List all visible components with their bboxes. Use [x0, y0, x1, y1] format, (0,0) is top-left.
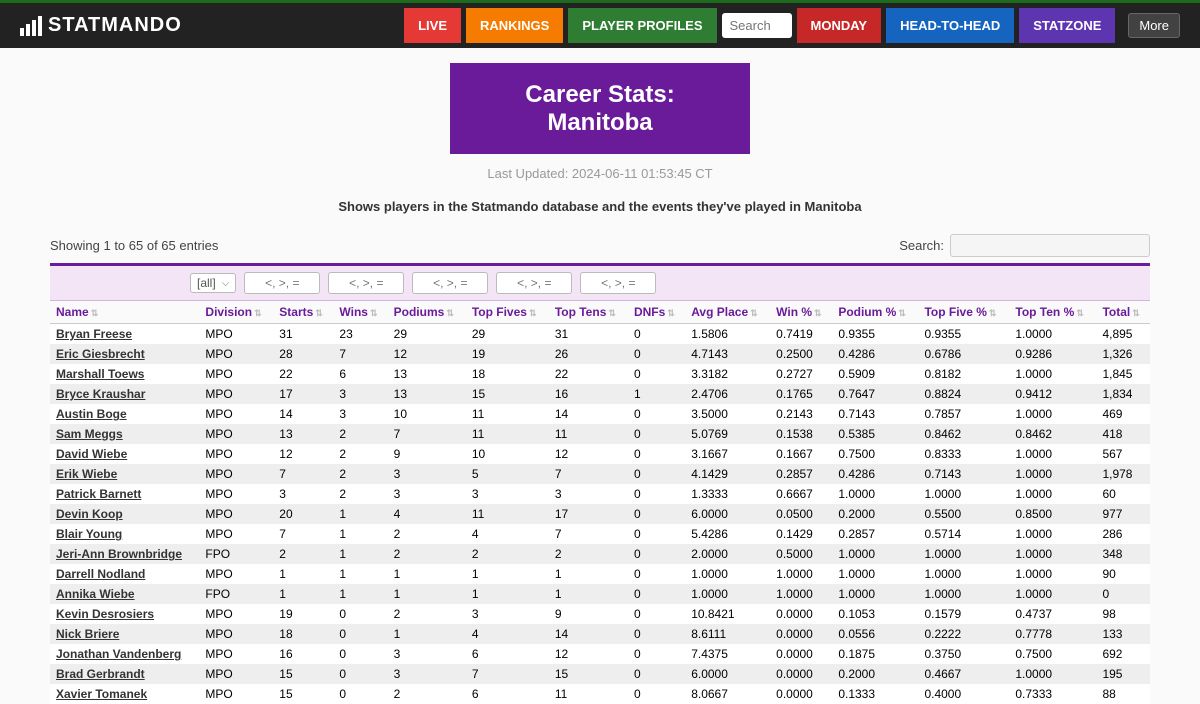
column-header[interactable]: Podiums⇅ — [388, 301, 466, 324]
column-header[interactable]: Win %⇅ — [770, 301, 832, 324]
table-container: [all] Name⇅Division⇅Starts⇅Wins⇅Podiums⇅… — [50, 263, 1150, 704]
search-label: Search: — [899, 238, 944, 253]
column-header[interactable]: Starts⇅ — [273, 301, 333, 324]
table-row: Bryan FreeseMPO312329293101.58060.74190.… — [50, 324, 1150, 345]
player-link: Jeri-Ann Brownbridge — [56, 547, 182, 561]
table-row: Darrell NodlandMPO1111101.00001.00001.00… — [50, 564, 1150, 584]
brand-text: STATMANDO — [48, 14, 182, 37]
player-link: Marshall Toews — [56, 367, 144, 381]
filter-topfives[interactable] — [496, 272, 572, 294]
player-link: Brad Gerbrandt — [56, 667, 145, 681]
table-row: Devin KoopMPO2014111706.00000.05000.2000… — [50, 504, 1150, 524]
stats-table: Name⇅Division⇅Starts⇅Wins⇅Podiums⇅Top Fi… — [50, 301, 1150, 704]
player-link: Jonathan Vandenberg — [56, 647, 181, 661]
showing-entries: Showing 1 to 65 of 65 entries — [50, 238, 218, 253]
filter-starts[interactable] — [244, 272, 320, 294]
filter-podiums[interactable] — [412, 272, 488, 294]
page-description: Shows players in the Statmando database … — [0, 199, 1200, 214]
player-link: Bryan Freese — [56, 327, 132, 341]
table-search: Search: — [899, 234, 1150, 257]
filter-toptens[interactable] — [580, 272, 656, 294]
nav-statzone[interactable]: STATZONE — [1019, 8, 1115, 43]
table-row: Jeri-Ann BrownbridgeFPO2122202.00000.500… — [50, 544, 1150, 564]
nav-live[interactable]: LIVE — [404, 8, 461, 43]
logo[interactable]: STATMANDO — [20, 14, 182, 37]
player-link: Xavier Tomanek — [56, 687, 147, 701]
header: STATMANDO LIVE RANKINGS PLAYER PROFILES … — [0, 3, 1200, 48]
nav-player-profiles[interactable]: PLAYER PROFILES — [568, 8, 716, 43]
table-row: Kevin DesrosiersMPO190239010.84210.00000… — [50, 604, 1150, 624]
table-row: Nick BriereMPO180141408.61110.00000.0556… — [50, 624, 1150, 644]
column-header[interactable]: Top Five %⇅ — [918, 301, 1009, 324]
nav-head-to-head[interactable]: HEAD-TO-HEAD — [886, 8, 1014, 43]
table-row: Jonathan VandenbergMPO160361207.43750.00… — [50, 644, 1150, 664]
table-row: Blair YoungMPO7124705.42860.14290.28570.… — [50, 524, 1150, 544]
title-line-1: Career Stats: — [470, 81, 730, 109]
player-link: Nick Briere — [56, 627, 119, 641]
table-row: Annika WiebeFPO1111101.00001.00001.00001… — [50, 584, 1150, 604]
column-header[interactable]: Top Ten %⇅ — [1009, 301, 1096, 324]
table-row: Marshall ToewsMPO22613182203.31820.27270… — [50, 364, 1150, 384]
player-link: David Wiebe — [56, 447, 127, 461]
table-row: David WiebeMPO1229101203.16670.16670.750… — [50, 444, 1150, 464]
player-link: Bryce Kraushar — [56, 387, 145, 401]
table-row: Bryce KrausharMPO17313151612.47060.17650… — [50, 384, 1150, 404]
table-row: Austin BogeMPO14310111403.50000.21430.71… — [50, 404, 1150, 424]
table-search-input[interactable] — [950, 234, 1150, 257]
last-updated: Last Updated: 2024-06-11 01:53:45 CT — [0, 166, 1200, 181]
player-link: Kevin Desrosiers — [56, 607, 154, 621]
column-header[interactable]: DNFs⇅ — [628, 301, 685, 324]
player-link: Austin Boge — [56, 407, 127, 421]
player-link: Blair Young — [56, 527, 122, 541]
player-link: Devin Koop — [56, 507, 123, 521]
column-header[interactable]: Name⇅ — [50, 301, 199, 324]
table-row: Patrick BarnettMPO3233301.33330.66671.00… — [50, 484, 1150, 504]
column-header[interactable]: Total⇅ — [1096, 301, 1150, 324]
nav-monday[interactable]: MONDAY — [797, 8, 882, 43]
title-line-2: Manitoba — [470, 109, 730, 137]
table-row: Brad GerbrandtMPO150371506.00000.00000.2… — [50, 664, 1150, 684]
filter-row: [all] — [50, 266, 1150, 301]
bars-icon — [20, 16, 42, 36]
table-row: Xavier TomanekMPO150261108.06670.00000.1… — [50, 684, 1150, 704]
search-input[interactable] — [722, 13, 792, 38]
filter-division[interactable]: [all] — [190, 273, 236, 293]
table-row: Sam MeggsMPO1327111105.07690.15380.53850… — [50, 424, 1150, 444]
table-row: Eric GiesbrechtMPO28712192604.71430.2500… — [50, 344, 1150, 364]
nav: LIVE RANKINGS PLAYER PROFILES MONDAY HEA… — [404, 8, 1180, 43]
nav-rankings[interactable]: RANKINGS — [466, 8, 563, 43]
player-link: Eric Giesbrecht — [56, 347, 145, 361]
table-row: Erik WiebeMPO7235704.14290.28570.42860.7… — [50, 464, 1150, 484]
column-header[interactable]: Wins⇅ — [333, 301, 387, 324]
column-header[interactable]: Avg Place⇅ — [685, 301, 770, 324]
column-header[interactable]: Podium %⇅ — [832, 301, 918, 324]
column-header[interactable]: Top Fives⇅ — [466, 301, 549, 324]
more-button[interactable]: More — [1128, 13, 1180, 38]
filter-wins[interactable] — [328, 272, 404, 294]
player-link: Annika Wiebe — [56, 587, 135, 601]
player-link: Sam Meggs — [56, 427, 123, 441]
column-header[interactable]: Division⇅ — [199, 301, 273, 324]
player-link: Patrick Barnett — [56, 487, 141, 501]
page-title-card: Career Stats: Manitoba — [450, 63, 750, 154]
column-header[interactable]: Top Tens⇅ — [549, 301, 628, 324]
player-link: Erik Wiebe — [56, 467, 117, 481]
player-link: Darrell Nodland — [56, 567, 145, 581]
